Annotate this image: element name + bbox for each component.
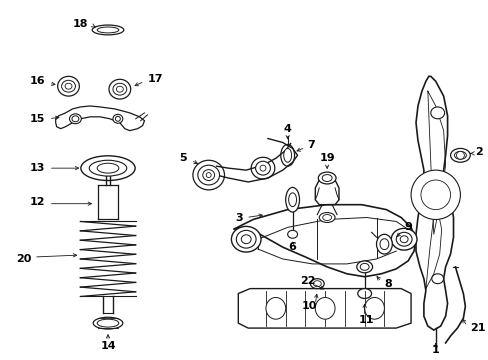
Ellipse shape (206, 172, 211, 177)
Ellipse shape (69, 114, 81, 124)
Ellipse shape (322, 175, 331, 181)
Ellipse shape (310, 279, 324, 289)
Text: 2: 2 (474, 147, 482, 157)
Ellipse shape (81, 156, 135, 180)
Ellipse shape (203, 170, 214, 180)
Ellipse shape (283, 148, 291, 162)
Ellipse shape (285, 188, 299, 212)
Ellipse shape (89, 160, 126, 176)
Text: 8: 8 (384, 279, 391, 289)
Text: 5: 5 (179, 153, 186, 163)
Text: 12: 12 (29, 197, 45, 207)
Text: 10: 10 (301, 301, 316, 311)
Circle shape (455, 151, 464, 159)
Polygon shape (415, 76, 452, 330)
Ellipse shape (61, 80, 75, 92)
Text: 4: 4 (283, 124, 291, 134)
Polygon shape (233, 205, 415, 277)
Text: 7: 7 (307, 140, 315, 150)
Ellipse shape (379, 239, 388, 249)
Circle shape (410, 170, 460, 220)
Ellipse shape (360, 264, 368, 270)
Text: 22: 22 (299, 276, 315, 286)
Ellipse shape (390, 228, 416, 250)
Ellipse shape (313, 281, 321, 287)
Text: 19: 19 (319, 153, 334, 163)
Polygon shape (238, 289, 410, 328)
Text: 6: 6 (288, 242, 296, 252)
Text: 21: 21 (469, 323, 485, 333)
Text: 20: 20 (16, 254, 31, 264)
Ellipse shape (315, 297, 334, 319)
Ellipse shape (288, 193, 296, 207)
Polygon shape (56, 106, 144, 131)
Text: 9: 9 (403, 222, 411, 233)
Ellipse shape (255, 161, 270, 175)
Ellipse shape (430, 107, 444, 119)
Ellipse shape (319, 212, 334, 222)
Text: 3: 3 (235, 212, 243, 222)
Ellipse shape (399, 236, 407, 243)
Ellipse shape (395, 232, 411, 246)
Ellipse shape (198, 165, 219, 185)
Ellipse shape (231, 226, 261, 252)
Text: 1: 1 (431, 345, 439, 355)
Ellipse shape (287, 230, 297, 238)
Ellipse shape (115, 116, 120, 121)
Ellipse shape (280, 144, 294, 166)
Ellipse shape (97, 319, 119, 327)
Ellipse shape (65, 83, 72, 89)
Ellipse shape (322, 215, 331, 220)
Ellipse shape (97, 163, 119, 173)
Text: 18: 18 (73, 19, 88, 29)
Ellipse shape (58, 76, 79, 96)
Circle shape (420, 180, 449, 210)
Ellipse shape (265, 297, 285, 319)
Ellipse shape (113, 114, 122, 123)
Text: 16: 16 (29, 76, 45, 86)
Text: 17: 17 (147, 74, 163, 84)
Text: 15: 15 (29, 114, 45, 124)
Ellipse shape (260, 165, 265, 171)
Ellipse shape (113, 83, 126, 95)
Ellipse shape (364, 297, 384, 319)
Ellipse shape (109, 79, 130, 99)
Ellipse shape (376, 234, 391, 254)
Ellipse shape (192, 160, 224, 190)
Ellipse shape (356, 261, 372, 273)
Ellipse shape (241, 235, 251, 244)
Text: 14: 14 (100, 341, 116, 351)
Ellipse shape (453, 151, 466, 159)
Ellipse shape (93, 317, 122, 329)
Ellipse shape (357, 289, 371, 298)
Text: 11: 11 (358, 315, 374, 325)
Ellipse shape (92, 25, 123, 35)
Ellipse shape (236, 230, 256, 248)
Ellipse shape (431, 274, 443, 284)
Ellipse shape (251, 157, 274, 179)
Text: 13: 13 (29, 163, 45, 173)
Ellipse shape (72, 116, 79, 122)
Ellipse shape (116, 86, 123, 92)
Ellipse shape (318, 172, 335, 184)
Ellipse shape (449, 148, 469, 162)
Ellipse shape (97, 27, 119, 33)
